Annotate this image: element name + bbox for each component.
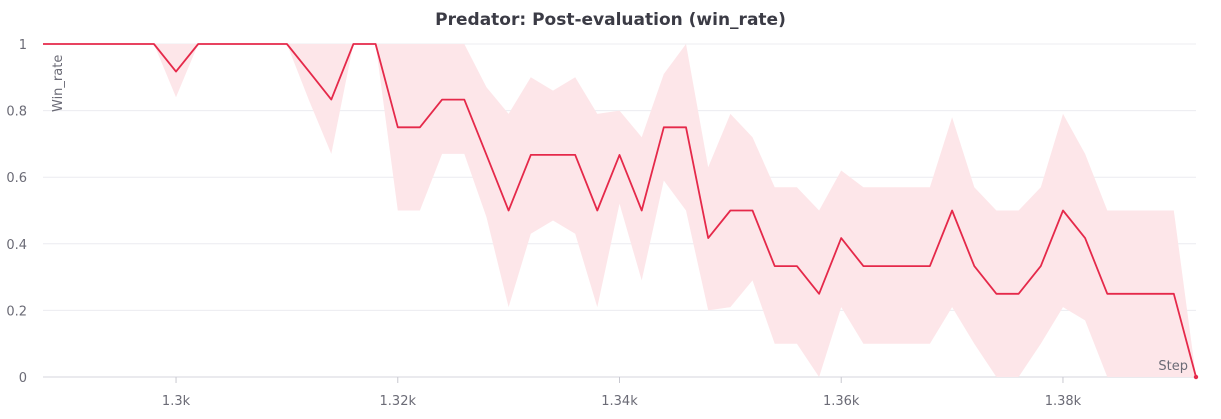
x-tick-label: 1.32k <box>380 394 417 409</box>
y-tick-label: 1 <box>19 38 27 53</box>
chart-title: Predator: Post-evaluation (win_rate) <box>435 10 786 30</box>
y-axis-label: Win_rate <box>51 55 66 112</box>
x-tick-label: 1.34k <box>601 394 638 409</box>
y-tick-label: 0.2 <box>6 304 27 319</box>
x-tick-label: 1.36k <box>823 394 860 409</box>
x-tick-label: 1.3k <box>162 394 191 409</box>
y-tick-label: 0.4 <box>6 238 27 253</box>
series-end-point <box>1193 374 1199 380</box>
x-tick-label: 1.38k <box>1045 394 1082 409</box>
y-tick-label: 0.8 <box>6 105 27 120</box>
series-line <box>43 43 1197 378</box>
y-tick-label: 0 <box>19 371 27 386</box>
y-tick-label: 0.6 <box>6 171 27 186</box>
series-range-band <box>43 44 1196 377</box>
x-axis-label: Step <box>1158 359 1188 374</box>
